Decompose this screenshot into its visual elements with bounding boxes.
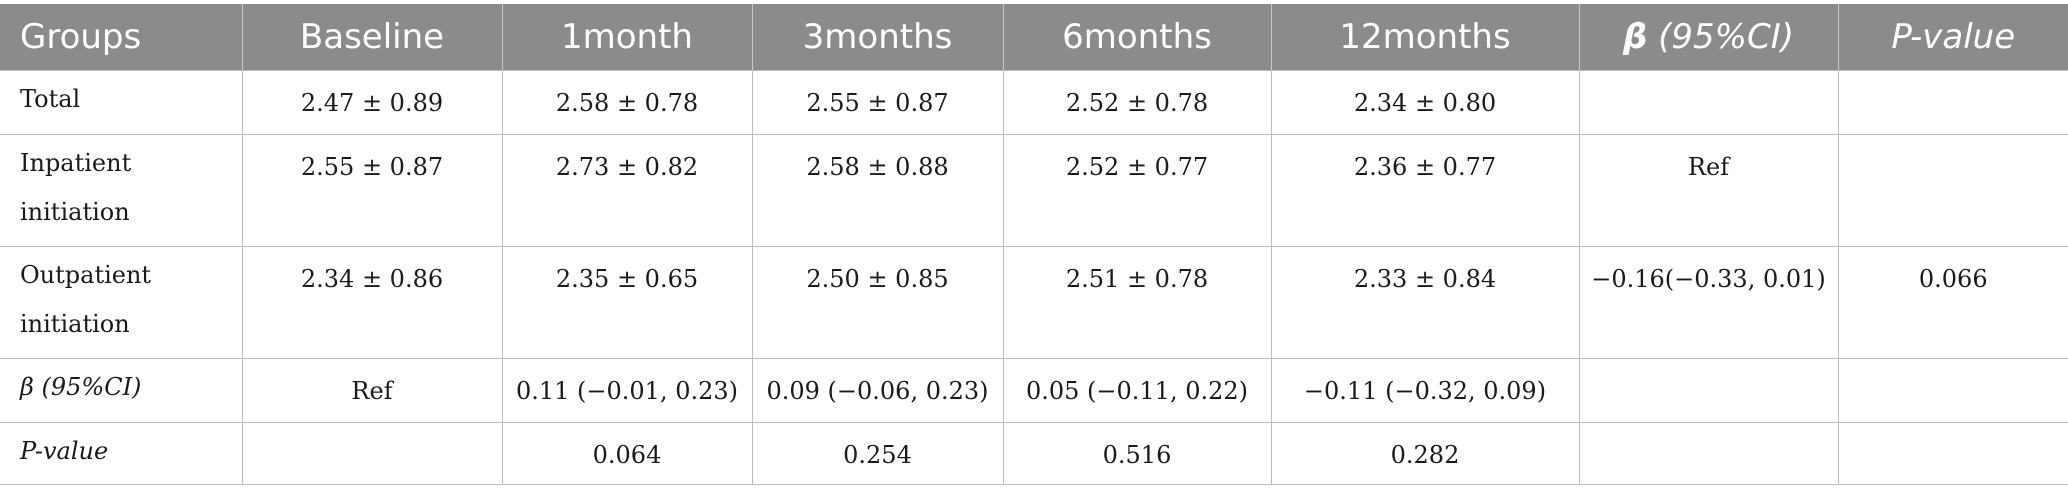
cell-12months: 2.34 ± 0.80 [1270, 70, 1580, 135]
cell-baseline [241, 422, 503, 485]
header-groups: Groups [0, 4, 243, 71]
header-12months: 12months [1271, 4, 1580, 71]
cell-3months: 0.254 [751, 422, 1004, 485]
cell-beta: Ref [1578, 134, 1839, 247]
cell-pvalue [1837, 358, 2068, 423]
table-row: P-value 0.064 0.254 0.516 0.282 [0, 422, 2068, 485]
row-label: Inpatient initiation [0, 134, 243, 247]
cell-beta [1578, 422, 1839, 485]
header-beta: β (95%CI) [1579, 4, 1839, 71]
cell-pvalue [1837, 134, 2068, 247]
header-pvalue: P-value [1838, 4, 2068, 71]
cell-beta [1578, 70, 1839, 135]
cell-12months: 2.33 ± 0.84 [1270, 246, 1580, 359]
cell-pvalue [1837, 70, 2068, 135]
row-label: Outpatient initiation [0, 246, 243, 359]
cell-3months: 0.09 (−0.06, 0.23) [751, 358, 1004, 423]
cell-6months: 0.05 (−0.11, 0.22) [1002, 358, 1272, 423]
header-beta-ci: (95%CI) [1647, 17, 1795, 57]
cell-3months: 2.50 ± 0.85 [751, 246, 1004, 359]
cell-baseline: 2.34 ± 0.86 [241, 246, 503, 359]
table-row: Outpatient initiation 2.34 ± 0.86 2.35 ±… [0, 246, 2068, 359]
cell-pvalue: 0.066 [1837, 246, 2068, 359]
cell-6months: 2.51 ± 0.78 [1002, 246, 1272, 359]
row-label: Total [0, 70, 243, 135]
cell-12months: 0.282 [1270, 422, 1580, 485]
cell-6months: 0.516 [1002, 422, 1272, 485]
cell-baseline: 2.55 ± 0.87 [241, 134, 503, 247]
cell-1month: 2.73 ± 0.82 [501, 134, 753, 247]
cell-6months: 2.52 ± 0.78 [1002, 70, 1272, 135]
table-row: Total 2.47 ± 0.89 2.58 ± 0.78 2.55 ± 0.8… [0, 70, 2068, 135]
cell-12months: 2.36 ± 0.77 [1270, 134, 1580, 247]
header-6months: 6months [1003, 4, 1272, 71]
cell-beta [1578, 358, 1839, 423]
cell-pvalue [1837, 422, 2068, 485]
cell-6months: 2.52 ± 0.77 [1002, 134, 1272, 247]
results-table: Groups Baseline 1month 3months 6months 1… [0, 4, 2068, 485]
header-beta-symbol: β [1622, 17, 1648, 57]
header-row: Groups Baseline 1month 3months 6months 1… [0, 4, 2068, 71]
table-row: β (95%CI) Ref 0.11 (−0.01, 0.23) 0.09 (−… [0, 358, 2068, 423]
table-row: Inpatient initiation 2.55 ± 0.87 2.73 ± … [0, 134, 2068, 247]
cell-1month: 0.11 (−0.01, 0.23) [501, 358, 753, 423]
cell-12months: −0.11 (−0.32, 0.09) [1270, 358, 1580, 423]
cell-baseline: 2.47 ± 0.89 [241, 70, 503, 135]
cell-baseline: Ref [241, 358, 503, 423]
cell-1month: 2.35 ± 0.65 [501, 246, 753, 359]
header-1month: 1month [502, 4, 753, 71]
row-label: P-value [0, 422, 243, 485]
cell-3months: 2.58 ± 0.88 [751, 134, 1004, 247]
header-baseline: Baseline [242, 4, 503, 71]
cell-1month: 0.064 [501, 422, 753, 485]
header-3months: 3months [752, 4, 1004, 71]
row-label: β (95%CI) [0, 358, 243, 423]
cell-3months: 2.55 ± 0.87 [751, 70, 1004, 135]
cell-1month: 2.58 ± 0.78 [501, 70, 753, 135]
cell-beta: −0.16(−0.33, 0.01) [1578, 246, 1839, 359]
